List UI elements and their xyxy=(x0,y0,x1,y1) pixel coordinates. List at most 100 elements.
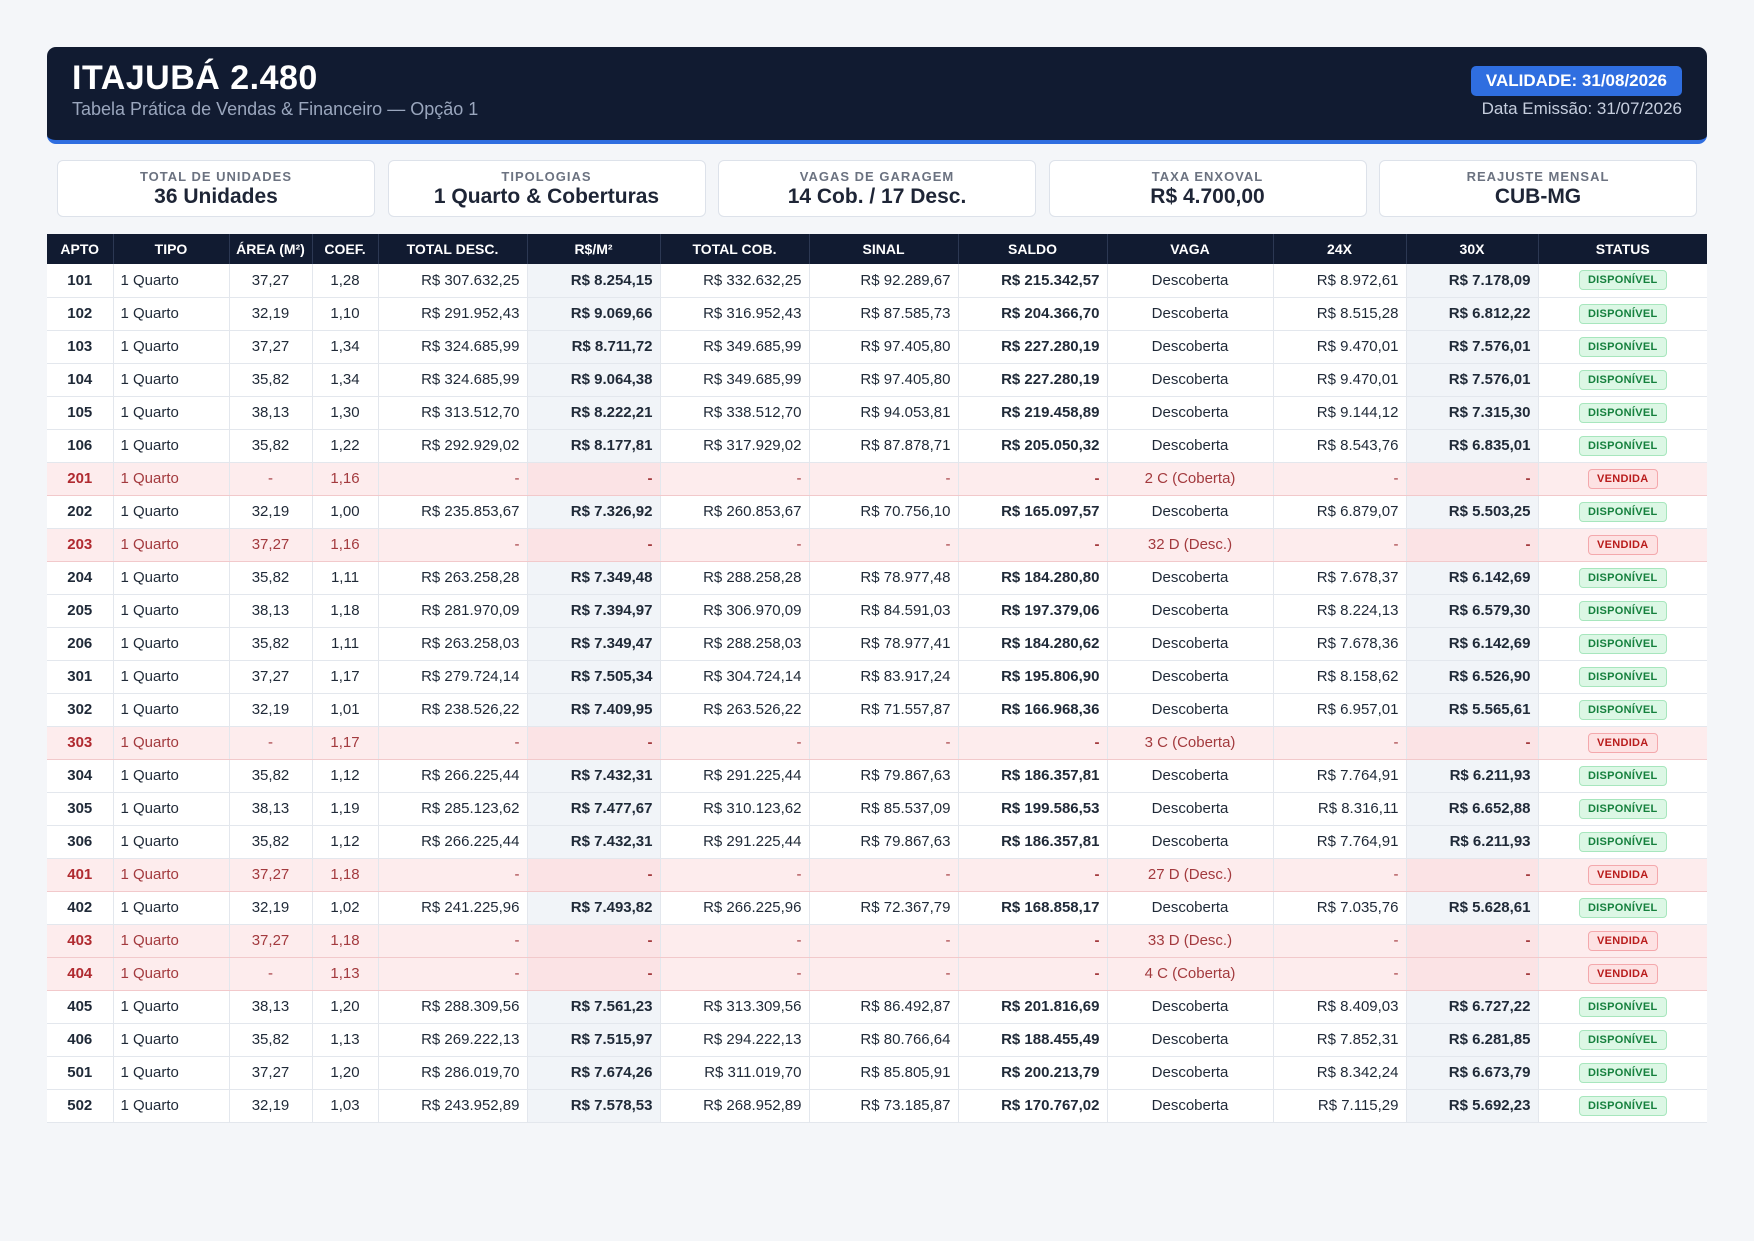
col-area-cell: 38,13 xyxy=(229,792,313,826)
col-price-m2-cell: R$ 7.515,97 xyxy=(527,1023,661,1057)
table-row: 101 1 Quarto 37,27 1,28 R$ 307.632,25 R$ 8.25… xyxy=(47,264,1707,298)
col-saldo-cell: R$ 215.342,57 xyxy=(958,264,1108,298)
col-apto-cell: 403 xyxy=(47,924,114,958)
col-total-cob-cell: - xyxy=(660,528,810,562)
col-status-cell: DISPONÍVEL xyxy=(1538,792,1707,826)
col-total-desc-cell: R$ 263.258,28 xyxy=(378,561,528,595)
col-price-m2-cell: - xyxy=(527,924,661,958)
table-row: 401 1 Quarto 37,27 1,18- - - - -27 D (Desc.) - - V… xyxy=(47,858,1707,892)
col-total-cob-cell: R$ 291.225,44 xyxy=(660,825,810,859)
col-coef-cell: 1,19 xyxy=(312,792,379,826)
col-30x-cell: R$ 6.142,69 xyxy=(1406,561,1539,595)
col-price-m2-cell: R$ 7.578,53 xyxy=(527,1089,661,1123)
col-price-m2-cell: R$ 7.349,48 xyxy=(527,561,661,595)
col-tipo-cell: 1 Quarto xyxy=(113,858,230,892)
col-vaga-cell: 2 C (Coberta) xyxy=(1107,462,1274,496)
col-vaga-cell: Descoberta xyxy=(1107,330,1274,364)
col-total-cob-cell: - xyxy=(660,858,810,892)
col-tipo-cell: 1 Quarto xyxy=(113,660,230,694)
col-status-cell: VENDIDA xyxy=(1538,726,1707,760)
col-vaga-cell: Descoberta xyxy=(1107,792,1274,826)
col-coef-cell: 1,20 xyxy=(312,1056,379,1090)
table-body: 101 1 Quarto 37,27 1,28 R$ 307.632,25 R$ 8.25… xyxy=(47,264,1707,1123)
col-status-cell: DISPONÍVEL xyxy=(1538,396,1707,430)
col-status-cell: DISPONÍVEL xyxy=(1538,627,1707,661)
col-area-cell: 35,82 xyxy=(229,363,313,397)
table-row: 303 1 Quarto -1,17- - - - -3 C (Coberta) - - VEND… xyxy=(47,726,1707,760)
col-saldo-cell: R$ 165.097,57 xyxy=(958,495,1108,529)
col-total-desc-cell: - xyxy=(378,462,528,496)
col-tipo-cell: 1 Quarto xyxy=(113,495,230,529)
col-area-cell: 32,19 xyxy=(229,1089,313,1123)
col-30x-cell: R$ 6.579,30 xyxy=(1406,594,1539,628)
col-apto-cell: 206 xyxy=(47,627,114,661)
col-status-cell: DISPONÍVEL xyxy=(1538,660,1707,694)
col-price-m2-cell: R$ 7.394,97 xyxy=(527,594,661,628)
col-apto-cell: 302 xyxy=(47,693,114,727)
col-vaga-cell: Descoberta xyxy=(1107,891,1274,925)
col-price-m2-cell: R$ 8.254,15 xyxy=(527,264,661,298)
col-30x-cell: R$ 5.503,25 xyxy=(1406,495,1539,529)
col-area-cell: 35,82 xyxy=(229,561,313,595)
col-total-desc-cell: R$ 269.222,13 xyxy=(378,1023,528,1057)
col-vaga-cell: Descoberta xyxy=(1107,495,1274,529)
status-badge: DISPONÍVEL xyxy=(1578,501,1667,522)
col-price-m2-cell: - xyxy=(527,957,661,991)
col-total-desc-cell: R$ 243.952,89 xyxy=(378,1089,528,1123)
col-sinal-cell: R$ 80.766,64 xyxy=(809,1023,959,1057)
col-vaga-cell: Descoberta xyxy=(1107,1056,1274,1090)
col-30x-cell: - xyxy=(1406,924,1539,958)
col-saldo-cell: - xyxy=(958,924,1108,958)
col-area-cell: - xyxy=(229,462,313,496)
col-sinal-cell: R$ 78.977,41 xyxy=(809,627,959,661)
col-tipo-cell: 1 Quarto xyxy=(113,924,230,958)
col-status-cell: VENDIDA xyxy=(1538,858,1707,892)
col-tipo-cell: 1 Quarto xyxy=(113,297,230,331)
col-total-cob-cell: R$ 311.019,70 xyxy=(660,1056,810,1090)
status-badge: DISPONÍVEL xyxy=(1578,1062,1667,1083)
col-sinal-cell: R$ 70.756,10 xyxy=(809,495,959,529)
col-total-cob-cell: - xyxy=(660,924,810,958)
col-30x-cell: - xyxy=(1406,957,1539,991)
col-24x-header: 24X xyxy=(1273,234,1407,264)
col-price-m2-cell: - xyxy=(527,462,661,496)
col-price-m2-cell: R$ 8.177,81 xyxy=(527,429,661,463)
table-row: 404 1 Quarto -1,13- - - - -4 C (Coberta) - - VEND… xyxy=(47,957,1707,991)
col-apto-cell: 106 xyxy=(47,429,114,463)
status-badge: DISPONÍVEL xyxy=(1578,1095,1667,1116)
status-badge: DISPONÍVEL xyxy=(1578,303,1667,324)
col-30x-cell: R$ 6.526,90 xyxy=(1406,660,1539,694)
col-coef-cell: 1,00 xyxy=(312,495,379,529)
col-24x-cell: R$ 6.957,01 xyxy=(1273,693,1407,727)
col-area-cell: 37,27 xyxy=(229,330,313,364)
kpi-card-monthly-adjustment: REAJUSTE MENSAL CUB-MG xyxy=(1379,160,1697,217)
col-price-m2-cell: R$ 7.493,82 xyxy=(527,891,661,925)
col-24x-cell: R$ 8.158,62 xyxy=(1273,660,1407,694)
col-vaga-header: VAGA xyxy=(1107,234,1274,264)
col-24x-cell: R$ 8.316,11 xyxy=(1273,792,1407,826)
col-apto-cell: 502 xyxy=(47,1089,114,1123)
col-apto-cell: 104 xyxy=(47,363,114,397)
status-badge: VENDIDA xyxy=(1587,732,1658,753)
col-vaga-cell: 33 D (Desc.) xyxy=(1107,924,1274,958)
col-area-cell: 37,27 xyxy=(229,264,313,298)
col-total-desc-cell: R$ 288.309,56 xyxy=(378,990,528,1024)
col-area-cell: 38,13 xyxy=(229,396,313,430)
col-coef-cell: 1,18 xyxy=(312,858,379,892)
col-30x-cell: R$ 6.652,88 xyxy=(1406,792,1539,826)
col-price-m2-cell: - xyxy=(527,528,661,562)
col-total-cob-cell: - xyxy=(660,957,810,991)
table-row: 302 1 Quarto 32,19 1,01 R$ 238.526,22 R$ 7.40… xyxy=(47,693,1707,727)
col-coef-cell: 1,22 xyxy=(312,429,379,463)
col-total-desc-cell: R$ 238.526,22 xyxy=(378,693,528,727)
col-total-cob-cell: R$ 268.952,89 xyxy=(660,1089,810,1123)
table-row: 406 1 Quarto 35,82 1,13 R$ 269.222,13 R$ 7.51… xyxy=(47,1023,1707,1057)
col-coef-cell: 1,17 xyxy=(312,660,379,694)
col-apto-cell: 304 xyxy=(47,759,114,793)
col-30x-cell: R$ 6.673,79 xyxy=(1406,1056,1539,1090)
col-price-m2-cell: - xyxy=(527,858,661,892)
col-vaga-cell: 32 D (Desc.) xyxy=(1107,528,1274,562)
col-total-desc-cell: R$ 285.123,62 xyxy=(378,792,528,826)
col-total-cob-cell: R$ 316.952,43 xyxy=(660,297,810,331)
col-total-cob-cell: R$ 310.123,62 xyxy=(660,792,810,826)
